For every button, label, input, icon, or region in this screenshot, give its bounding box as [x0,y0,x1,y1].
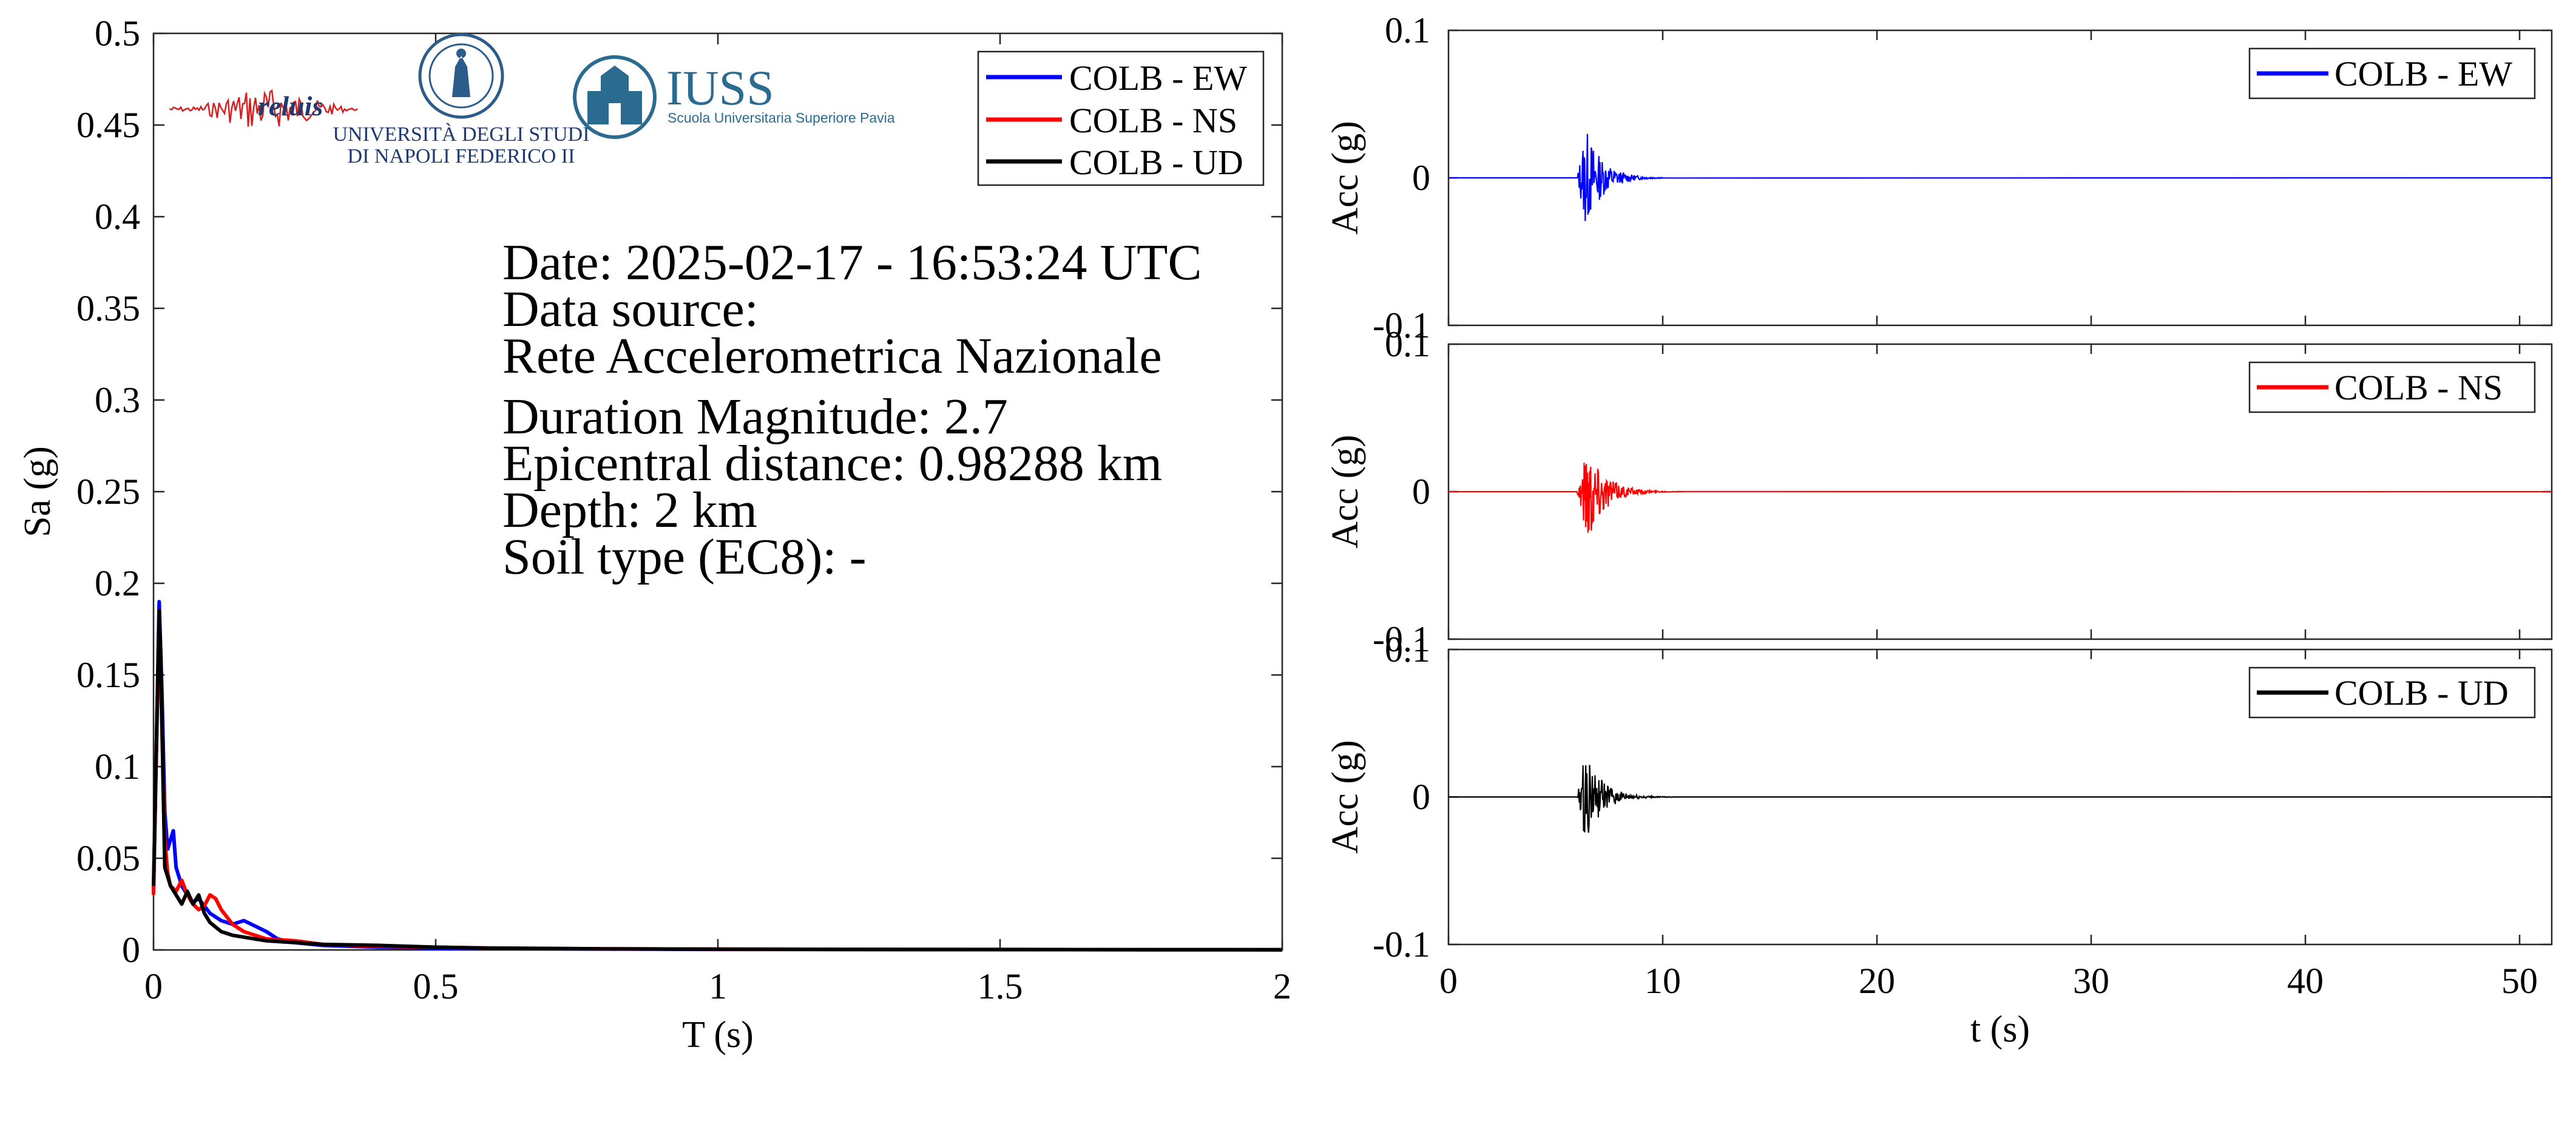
spectrum-y-tick-label: 0.35 [76,288,140,328]
acc-waveform [1449,134,2552,222]
acc-panel-0: -0.1 0 0.1 Acc (g) COLB - EW [1325,10,2553,345]
acc-x-tick-label: 50 [2501,961,2538,1001]
spectrum-y-tick-label: 0.2 [95,563,140,603]
acc-y-tick-label: 0 [1412,777,1430,817]
spectrum-y-tick-label: 0.4 [95,197,140,237]
reluis-logo: reluis [169,89,358,127]
spectrum-series-line-1 [152,609,1283,952]
spectrum-series-line-0 [152,600,1283,952]
unina-logo-line1: UNIVERSITÀ DEGLI STUDI [333,123,589,146]
iuss-logo-subtitle: Scuola Universitaria Superiore Pavia [668,110,895,126]
event-date: Date: 2025-02-17 - 16:53:24 UTC [502,234,1202,291]
acc-y-axis-label: Acc (g) [1325,740,1366,854]
spectrum-y-tick-label: 0.25 [76,472,140,512]
spectrum-x-tick-label: 1.5 [978,966,1023,1006]
reluis-seismogram-graphic [169,89,358,127]
acc-x-tick-label: 0 [1439,961,1458,1001]
spectrum-y-tick-label: 0.45 [76,105,140,145]
iuss-logo: IUSS Scuola Universitaria Superiore Pavi… [573,55,895,139]
unina-seal [418,33,504,119]
acc-y-tick-label: 0.1 [1385,324,1430,364]
acc-y-axis-label: Acc (g) [1325,121,1366,235]
data-source-label: Data source: [502,281,759,337]
iuss-logo-title: IUSS [666,60,774,115]
reluis-wave-path [169,89,358,127]
legend-label-ud: COLB - UD [1069,143,1243,182]
acc-x-axis-label: t (s) [1970,1009,2030,1050]
spectrum-x-tick-label: 0 [144,966,163,1006]
acc-y-tick-label: -0.1 [1373,619,1430,659]
acc-x-tick-label: 20 [1859,961,1895,1001]
acc-waveform [1449,463,2552,533]
acc-y-tick-label: 0.1 [1385,629,1430,670]
duration-magnitude: Duration Magnitude: 2.7 [502,388,1008,445]
spectrum-chart: 0 0.5 1 1.5 2 0 0.05 0.1 0.15 0.2 0.25 0.3 0.35 0.4 0.… [17,13,1291,1056]
spectrum-x-tick-label: 0.5 [413,966,459,1006]
spectrum-series [152,600,1283,952]
spectrum-y-tick-label: 0.5 [95,13,140,53]
spectrum-legend: COLB - EW COLB - NS COLB - UD [977,50,1265,186]
acc-y-tick-label: 0.1 [1385,10,1430,50]
acc-legend-label: COLB - EW [2334,54,2512,93]
spectrum-x-axis-label: T (s) [682,1014,754,1056]
acc-y-tick-label: 0 [1412,158,1430,198]
soil-type: Soil type (EC8): - [502,529,867,585]
unina-logo: UNIVERSITÀ DEGLI STUDI DI NAPOLI FEDERIC… [333,33,590,168]
reluis-logo-text: reluis [258,90,323,121]
spectrum-series-line-2 [152,609,1283,952]
acc-waveform [1449,765,2552,833]
acc-y-axis-label: Acc (g) [1325,435,1366,549]
spectrum-ticks: 0 0.5 1 1.5 2 0 0.05 0.1 0.15 0.2 0.25 0.3 0.35 0.4 0.… [76,13,1291,1006]
legend-label-ns: COLB - NS [1069,101,1237,140]
acc-y-tick-label: 0 [1412,472,1430,512]
acc-y-tick-label: -0.1 [1373,305,1430,345]
depth: Depth: 2 km [502,482,757,538]
iuss-emblem-building [587,66,642,124]
acc-legend-box [2248,666,2536,719]
spectrum-y-tick-label: 0.05 [76,838,140,878]
iuss-emblem-door [609,103,621,124]
spectrum-y-tick-label: 0 [122,930,140,970]
unina-seal-figure [452,49,470,97]
acc-panel-1: -0.1 0 0.1 Acc (g) COLB - NS [1325,324,2553,659]
acc-legend-label: COLB - NS [2334,368,2503,407]
acc-x-tick-label: 40 [2287,961,2324,1001]
acc-x-tick-label: 10 [1645,961,1681,1001]
acc-legend-label: COLB - UD [2334,673,2509,713]
spectrum-y-tick-label: 0.15 [76,655,140,695]
acc-x-tick-label: 30 [2073,961,2109,1001]
epicentral-distance: Epicentral distance: 0.98288 km [502,435,1162,492]
acc-y-tick-label: -0.1 [1373,924,1430,965]
legend-label-ew: COLB - EW [1069,58,1247,98]
spectrum-y-axis-label: Sa (g) [17,446,58,537]
event-info-block: Date: 2025-02-17 - 16:53:24 UTC Data sou… [502,234,1202,585]
data-source-value: Rete Accelerometrica Nazionale [502,328,1162,384]
spectrum-y-tick-label: 0.3 [95,380,140,420]
unina-logo-line2: DI NAPOLI FEDERICO II [348,145,575,168]
spectrum-x-tick-label: 1 [709,966,727,1006]
spectrum-x-tick-label: 2 [1273,966,1291,1006]
spectrum-y-tick-label: 0.1 [95,747,140,787]
unina-seal-inner [428,43,494,109]
